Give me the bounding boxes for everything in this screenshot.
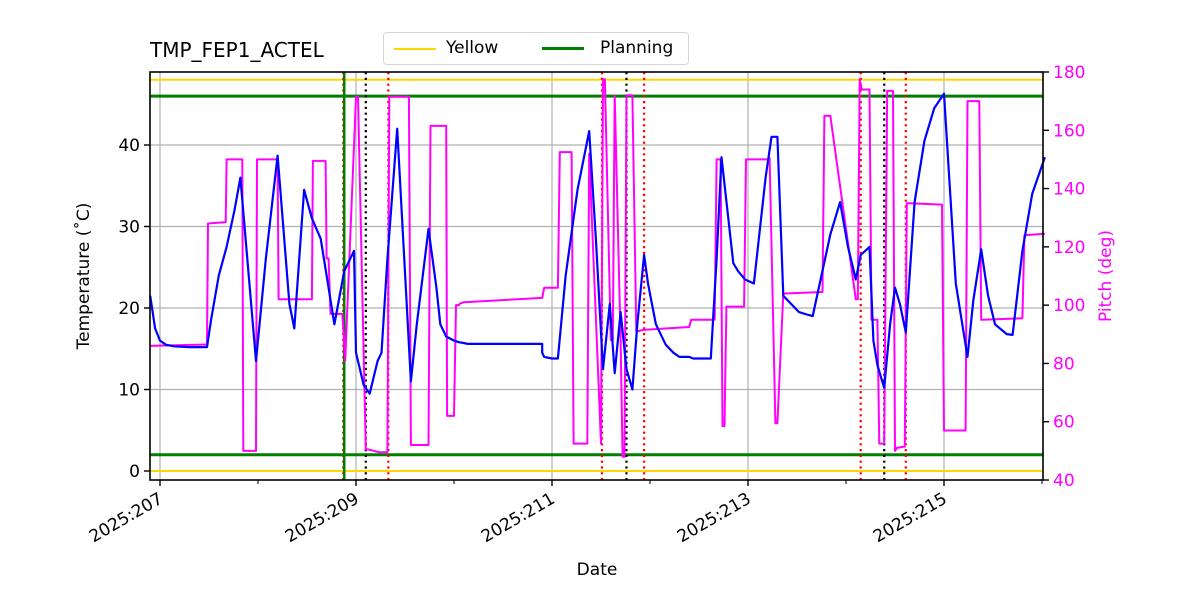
y2-tick-label: 40 <box>1053 471 1075 491</box>
y-tick-label: 0 <box>129 462 140 482</box>
planning-line-swatch <box>542 47 584 50</box>
y-tick-label: 40 <box>118 136 140 156</box>
y2-axis-ticks: 40 60 80 100 120 140 160 180 <box>1043 63 1085 491</box>
x-tick-label: 2025:215 <box>870 489 951 547</box>
limit-lines <box>150 78 1043 472</box>
y2-tick-label: 140 <box>1053 180 1085 200</box>
y2-tick-label: 100 <box>1053 296 1085 316</box>
legend: Yellow Planning <box>383 32 689 65</box>
yellow-line-swatch <box>394 48 436 50</box>
y2-axis-label: Pitch (deg) <box>1096 229 1116 323</box>
legend-label-planning: Planning <box>600 38 674 58</box>
y-tick-label: 20 <box>118 299 140 319</box>
y2-tick-label: 180 <box>1053 63 1085 83</box>
chart-title: TMP_FEP1_ACTEL <box>150 38 324 62</box>
x-axis-ticks: 2025:207 2025:209 2025:211 2025:213 2025:215 <box>86 480 1043 547</box>
y-axis-label: Temperature (˚C) <box>74 202 94 350</box>
y2-tick-label: 60 <box>1053 413 1075 433</box>
y-tick-label: 10 <box>118 381 140 401</box>
y-tick-label: 30 <box>118 218 140 238</box>
temperature-series-line <box>149 92 1046 395</box>
pitch-series-line <box>150 78 1045 458</box>
y2-tick-label: 120 <box>1053 238 1085 258</box>
x-tick-label: 2025:213 <box>674 489 755 547</box>
x-tick-label: 2025:211 <box>478 489 559 547</box>
x-axis-label: Date <box>576 560 618 580</box>
y-axis-ticks: 0 10 20 30 40 <box>118 136 150 482</box>
legend-label-yellow: Yellow <box>446 38 499 58</box>
y2-tick-label: 80 <box>1053 354 1075 374</box>
x-tick-label: 2025:209 <box>282 489 363 547</box>
y2-tick-label: 160 <box>1053 121 1085 141</box>
plot-frame <box>149 71 1044 481</box>
x-tick-label: 2025:207 <box>86 489 167 547</box>
